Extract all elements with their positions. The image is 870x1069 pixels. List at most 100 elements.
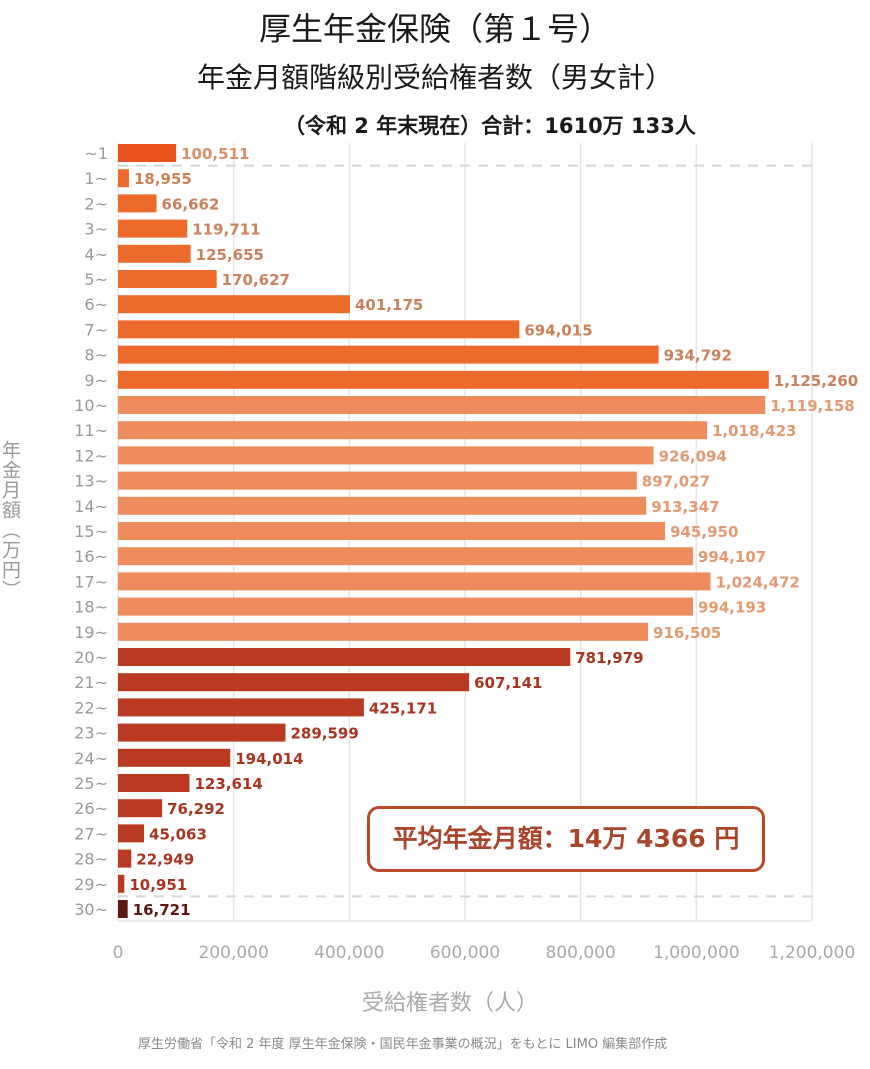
x-tick-label: 0 bbox=[113, 943, 124, 963]
y-tick-label: 3~ bbox=[84, 220, 108, 239]
data-label: 401,175 bbox=[355, 296, 423, 314]
chart-note: （令和 2 年末現在）合計：1610万 133人 bbox=[284, 114, 696, 138]
y-tick-label: 13~ bbox=[74, 472, 108, 491]
y-tick-label: 26~ bbox=[74, 799, 108, 818]
y-tick-label: 11~ bbox=[74, 421, 108, 440]
y-tick-label: 20~ bbox=[74, 648, 108, 667]
data-label: 16,721 bbox=[133, 901, 191, 919]
y-tick-label: 29~ bbox=[74, 875, 108, 894]
x-tick-label: 200,000 bbox=[199, 943, 269, 963]
bar bbox=[118, 572, 711, 591]
y-tick-label: 10~ bbox=[74, 396, 108, 415]
data-label: 170,627 bbox=[222, 271, 290, 289]
source-note: 厚生労働省「令和 2 年度 厚生年金保険・国民年金事業の概況」をもとに LIMO… bbox=[138, 1037, 668, 1052]
bar bbox=[118, 471, 637, 490]
bar bbox=[118, 219, 188, 238]
data-label: 100,511 bbox=[181, 145, 249, 163]
y-tick-label: 21~ bbox=[74, 673, 108, 692]
bar bbox=[118, 673, 470, 692]
bar bbox=[118, 522, 666, 540]
bar bbox=[118, 874, 125, 893]
data-label: 934,792 bbox=[664, 347, 732, 365]
data-label: 607,141 bbox=[474, 674, 542, 692]
x-tick-label: 400,000 bbox=[314, 943, 384, 963]
data-label: 1,125,260 bbox=[774, 372, 858, 390]
data-label: 1,024,472 bbox=[715, 573, 799, 591]
data-label: 45,063 bbox=[149, 825, 207, 843]
bar bbox=[118, 774, 190, 792]
y-tick-label: 15~ bbox=[74, 522, 108, 541]
y-tick-label: 28~ bbox=[74, 850, 108, 869]
data-label: 10,951 bbox=[129, 876, 187, 894]
data-label: 916,505 bbox=[653, 624, 721, 642]
average-pension-box: 平均年金月額：14万 4366 円 bbox=[367, 806, 765, 872]
bar bbox=[118, 169, 129, 188]
y-tick-label: ~1 bbox=[84, 144, 108, 163]
x-tick-label: 1,200,000 bbox=[769, 943, 856, 963]
y-tick-label: 14~ bbox=[74, 497, 108, 516]
y-tick-label: 27~ bbox=[74, 824, 108, 843]
data-label: 897,027 bbox=[642, 473, 710, 491]
bar bbox=[118, 723, 286, 742]
y-tick-label: 9~ bbox=[84, 371, 108, 390]
x-axis-label: 受給権者数（人） bbox=[361, 991, 538, 1016]
bar bbox=[118, 295, 351, 314]
data-label: 289,599 bbox=[290, 725, 358, 743]
data-label: 945,950 bbox=[670, 523, 738, 541]
y-tick-label: 25~ bbox=[74, 774, 108, 793]
data-label: 994,107 bbox=[698, 548, 766, 566]
data-label: 18,955 bbox=[134, 170, 192, 188]
data-label: 1,018,423 bbox=[712, 422, 796, 440]
bar bbox=[118, 748, 231, 767]
y-tick-label: 19~ bbox=[74, 623, 108, 642]
data-label: 66,662 bbox=[162, 195, 220, 213]
bar bbox=[118, 396, 766, 414]
y-tick-label: 7~ bbox=[84, 320, 108, 339]
data-label: 1,119,158 bbox=[770, 397, 854, 415]
y-tick-label: 12~ bbox=[74, 446, 108, 465]
y-tick-label: 24~ bbox=[74, 749, 108, 768]
y-tick-label: 6~ bbox=[84, 295, 108, 314]
chart-subtitle: 年金月額階級別受給権者数（男女計） bbox=[196, 61, 673, 94]
data-label: 425,171 bbox=[369, 699, 437, 717]
data-label: 119,711 bbox=[192, 221, 260, 239]
data-label: 125,655 bbox=[196, 246, 264, 264]
y-tick-label: 22~ bbox=[74, 698, 108, 717]
data-label: 694,015 bbox=[524, 321, 592, 339]
data-label: 926,094 bbox=[659, 447, 727, 465]
x-tick-label: 800,000 bbox=[546, 943, 616, 963]
bar bbox=[118, 446, 654, 465]
bar bbox=[118, 799, 163, 818]
bar bbox=[118, 824, 145, 843]
y-tick-label: 18~ bbox=[74, 598, 108, 617]
chart-title: 厚生年金保険（第１号） bbox=[258, 10, 611, 48]
y-tick-label: 8~ bbox=[84, 346, 108, 365]
y-tick-label: 30~ bbox=[74, 900, 108, 919]
y-tick-label: 17~ bbox=[74, 572, 108, 591]
bar bbox=[118, 320, 520, 339]
y-axis-label: 年金月額（万円） bbox=[0, 440, 21, 600]
bar bbox=[118, 144, 177, 162]
y-tick-label: 16~ bbox=[74, 547, 108, 566]
x-tick-label: 1,000,000 bbox=[653, 943, 740, 963]
x-tick-label: 600,000 bbox=[430, 943, 500, 963]
bar bbox=[118, 900, 128, 918]
bar bbox=[118, 345, 659, 364]
y-tick-label: 5~ bbox=[84, 270, 108, 289]
bar bbox=[118, 421, 707, 440]
data-label: 194,014 bbox=[235, 750, 303, 768]
data-label: 913,347 bbox=[651, 498, 719, 516]
bar bbox=[118, 496, 647, 515]
bar bbox=[118, 698, 364, 717]
bar bbox=[118, 370, 769, 389]
data-label: 76,292 bbox=[167, 800, 225, 818]
y-tick-label: 4~ bbox=[84, 245, 108, 264]
data-label: 781,979 bbox=[575, 649, 643, 667]
bar bbox=[118, 547, 693, 566]
bar bbox=[118, 622, 649, 641]
bar bbox=[118, 244, 191, 263]
bar bbox=[118, 597, 693, 616]
y-tick-label: 23~ bbox=[74, 724, 108, 743]
bar bbox=[118, 194, 157, 213]
